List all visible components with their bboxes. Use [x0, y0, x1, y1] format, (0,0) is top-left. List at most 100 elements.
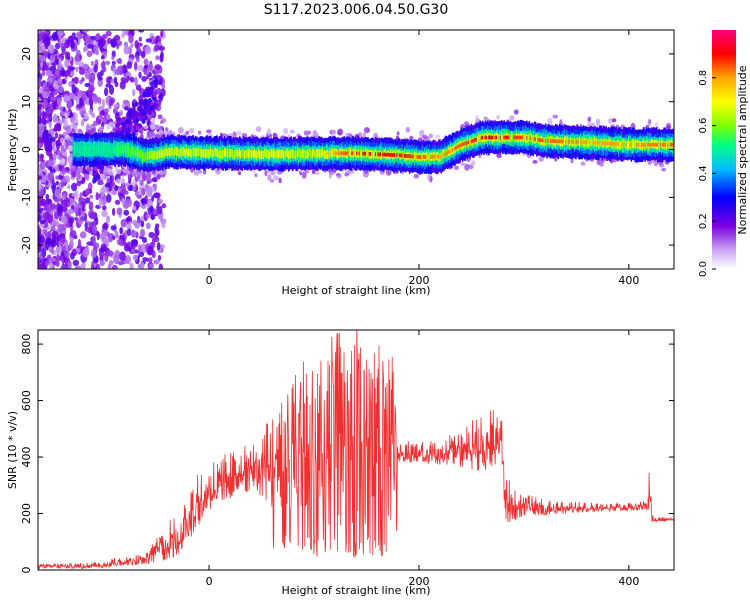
- spectrogram-noise-cell: [132, 205, 137, 211]
- spectrogram-noise-cell: [85, 188, 90, 196]
- spectrogram-noise-cell: [56, 97, 62, 106]
- spectrogram-halo-cell: [282, 127, 289, 135]
- spectrogram-halo-cell: [99, 174, 106, 181]
- spectrogram-halo-cell: [76, 173, 81, 180]
- spectrogram-halo-cell: [237, 171, 242, 176]
- spectrogram-noise-cell: [99, 111, 105, 116]
- spectrogram-noise-cell: [98, 251, 106, 257]
- spectrogram-noise-cell: [55, 180, 60, 186]
- spectrogram-halo-cell: [67, 139, 73, 146]
- spectrogram-halo-cell: [289, 129, 295, 134]
- spectrogram-noise-cell: [39, 161, 46, 171]
- spectrogram-noise-cell: [45, 198, 51, 204]
- spectrogram-noise-cell: [105, 76, 112, 84]
- spectrogram-noise-cell: [102, 205, 107, 211]
- spectrogram-halo-cell: [60, 157, 65, 165]
- spectrogram-noise-cell: [159, 53, 164, 63]
- spectrogram-noise-cell: [130, 230, 137, 238]
- spectrogram-noise-cell: [90, 248, 97, 258]
- spectrogram-noise-cell: [146, 257, 149, 262]
- spectrogram-noise-cell: [82, 30, 90, 33]
- spectrogram-noise-cell: [78, 61, 85, 68]
- spectrogram-noise-cell: [79, 192, 83, 202]
- spectrogram-noise-cell: [140, 188, 146, 196]
- spectrogram-noise-cell: [134, 40, 139, 49]
- spectrogram-halo-cell: [61, 151, 67, 156]
- spectrogram-noise-cell: [45, 70, 52, 77]
- spectrogram-halo-cell: [396, 131, 400, 136]
- spectrogram-noise-cell: [57, 64, 63, 71]
- spectrogram-noise-cell: [91, 112, 96, 118]
- spectrogram-noise-cell: [49, 54, 55, 64]
- spectrogram-noise-cell: [49, 257, 56, 263]
- spectrogram-noise-cell: [130, 43, 134, 48]
- spectrogram-noise-cell: [134, 61, 138, 71]
- spectrogram-halo-cell: [71, 192, 77, 198]
- spectrogram-noise-cell: [110, 38, 117, 48]
- spectrogram-noise-cell: [50, 65, 57, 71]
- spectrogram-halo-cell: [270, 170, 276, 176]
- spectrogram-noise-cell: [38, 78, 42, 88]
- spectrogram-halo-cell: [159, 120, 164, 124]
- spectrogram-noise-cell: [64, 51, 69, 60]
- spectrogram-halo-cell: [63, 119, 69, 128]
- spectrogram-noise-cell: [57, 30, 64, 38]
- spectrogram-noise-cell: [48, 113, 53, 123]
- spectrogram-noise-cell: [84, 70, 91, 80]
- spectrogram-noise-cell: [126, 228, 132, 236]
- spectrogram-noise-cell: [44, 137, 48, 145]
- spectrogram-noise-cell: [151, 250, 156, 259]
- spectrogram-noise-cell: [121, 197, 125, 205]
- spectrogram-noise-cell: [154, 192, 161, 199]
- spectrogram-noise-cell: [84, 82, 91, 88]
- spectrogram-noise-cell: [71, 182, 78, 192]
- spectrogram-noise-cell: [128, 34, 134, 44]
- spectrogram-noise-cell: [116, 42, 120, 50]
- spectrogram-noise-cell: [123, 106, 129, 111]
- spectrogram-noise-cell: [105, 60, 111, 65]
- spectrogram-noise-cell: [119, 80, 126, 90]
- spectrogram-noise-cell: [76, 181, 82, 187]
- spectrogram-halo-cell: [86, 167, 92, 173]
- spectrogram-feature-cell: [130, 127, 135, 133]
- spectrogram-feature-cell: [93, 166, 98, 172]
- spectrogram-noise-cell: [89, 86, 94, 97]
- spectrogram-noise-cell: [114, 230, 119, 239]
- spectrogram-noise-cell: [151, 195, 155, 202]
- spectrogram-halo-cell: [409, 135, 414, 140]
- spectrogram-noise-cell: [103, 112, 108, 119]
- spectrogram-noise-cell: [101, 98, 105, 109]
- spectrogram-noise-cell: [101, 66, 107, 73]
- spectrogram-noise-cell: [95, 192, 99, 201]
- spectrogram-halo-cell: [106, 114, 111, 121]
- spectrogram-halo-cell: [131, 170, 137, 177]
- spectrogram-feature-cell: [135, 125, 140, 131]
- spectrogram-noise-cell: [91, 235, 96, 245]
- spectrogram-noise-cell: [138, 30, 145, 33]
- spectrogram-noise-cell: [45, 30, 50, 35]
- spectrogram-feature-cell: [146, 90, 151, 96]
- spectrogram-noise-cell: [117, 187, 121, 193]
- spectrogram-feature-cell: [99, 169, 104, 175]
- spectrogram-halo-cell: [460, 162, 465, 166]
- spectrogram-noise-cell: [48, 166, 53, 171]
- spectrogram-noise-cell: [145, 45, 152, 55]
- spectrogram-noise-cell: [132, 219, 138, 226]
- spectrogram-noise-cell: [39, 235, 45, 244]
- spectrogram-noise-cell: [75, 66, 79, 73]
- spectrogram-halo-cell: [580, 161, 586, 166]
- spectrogram-noise-cell: [157, 114, 163, 120]
- spectrogram-halo-cell: [71, 123, 77, 130]
- spectrogram-noise-cell: [60, 265, 65, 269]
- spectrogram-noise-cell: [154, 64, 161, 70]
- spectrogram-noise-cell: [61, 223, 67, 231]
- spectrogram-noise-cell: [144, 195, 148, 205]
- spectrogram-noise-cell: [98, 198, 103, 208]
- spectrogram-noise-cell: [139, 243, 147, 254]
- spectrogram-noise-cell: [134, 76, 138, 87]
- spectrogram-noise-cell: [131, 239, 138, 245]
- spectrogram-noise-cell: [126, 61, 133, 69]
- spectrogram-noise-cell: [71, 248, 78, 257]
- spectrogram-noise-cell: [60, 198, 64, 204]
- spectrogram-noise-cell: [111, 55, 115, 60]
